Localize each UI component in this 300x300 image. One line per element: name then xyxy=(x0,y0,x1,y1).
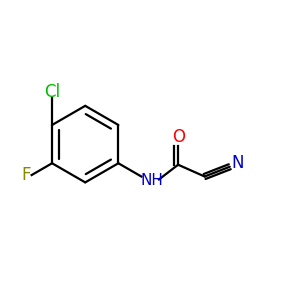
Text: NH: NH xyxy=(140,173,163,188)
Text: Cl: Cl xyxy=(44,83,60,101)
Text: N: N xyxy=(231,154,244,172)
Text: F: F xyxy=(22,166,31,184)
Text: O: O xyxy=(172,128,184,146)
